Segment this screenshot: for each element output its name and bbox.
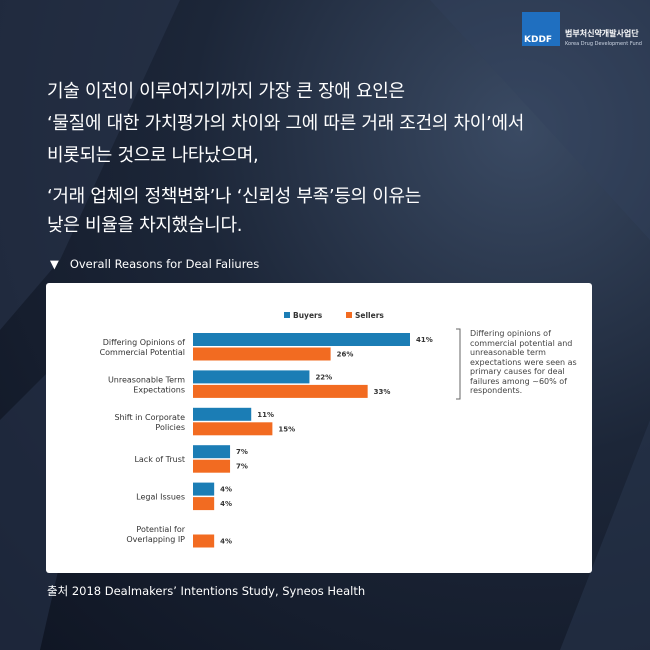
intro-line: 낮은 비율을 차지했습니다. <box>47 215 243 236</box>
category-label-line: Legal Issues <box>136 493 185 502</box>
value-label: 4% <box>220 486 232 494</box>
value-label: 7% <box>236 463 248 471</box>
category-label-line: Expectations <box>133 385 185 394</box>
value-label: 4% <box>220 538 232 546</box>
bar <box>193 482 215 496</box>
bar <box>193 333 410 346</box>
annotation: Differing opinions of commercial potenti… <box>470 329 577 395</box>
category-label-line: Potential for <box>136 525 185 534</box>
value-label: 4% <box>220 500 232 508</box>
category-label: Lack of Trust <box>134 455 185 464</box>
category-label: Legal Issues <box>136 493 185 502</box>
chart: Buyers Sellers Differing Opinions of Commer… <box>100 311 461 548</box>
section-label: ▼ Overall Reasons for Deal Faliures <box>50 257 260 271</box>
legend-swatch <box>346 312 352 318</box>
legend-swatch <box>284 312 290 318</box>
logo-mark <box>522 12 560 46</box>
bar <box>193 422 273 436</box>
org-name: 범부처신약개발사업단 <box>565 29 639 38</box>
category-label: Differing Opinions of Commercial Potentia… <box>100 338 186 357</box>
chart-card: Buyers Sellers Differing Opinions of Commer… <box>46 283 592 573</box>
category-label-line: Shift in Corporate <box>114 413 185 422</box>
value-label: 11% <box>257 411 274 419</box>
category-label: Potential for Overlapping IP <box>126 525 185 544</box>
category-label-line: Unreasonable Term <box>108 375 185 384</box>
org-name-en: Korea Drug Development Fund <box>565 41 642 47</box>
category-label-line: Commercial Potential <box>100 348 185 357</box>
value-label: 22% <box>315 373 332 381</box>
intro-line: ‘물질에 대한 가치평가의 차이와 그에 따른 거래 조건의 차이’에서 <box>47 113 524 134</box>
section-text: Overall Reasons for Deal Faliures <box>69 257 260 271</box>
bar <box>193 459 231 473</box>
intro-line: ‘거래 업체의 정책변화’나 ‘신뢰성 부족’등의 이유는 <box>47 186 421 207</box>
bar <box>193 445 231 459</box>
value-label: 33% <box>374 388 391 396</box>
category-label-line: Policies <box>155 423 185 432</box>
category-label: Unreasonable Term Expectations <box>108 375 185 394</box>
legend-label: Buyers <box>293 311 323 320</box>
legend-label: Sellers <box>355 311 384 320</box>
category-label-line: Lack of Trust <box>134 455 185 464</box>
value-label: 15% <box>278 425 295 433</box>
logo-text: KDDF <box>524 35 553 45</box>
category-label-line: Overlapping IP <box>126 535 185 544</box>
bar <box>193 384 368 398</box>
bar <box>193 534 215 548</box>
intro-line: 비롯되는 것으로 나타났으며, <box>47 145 259 166</box>
bar <box>193 497 215 511</box>
value-label: 26% <box>337 351 354 359</box>
annotation-bracket <box>456 328 461 400</box>
bar <box>193 407 252 421</box>
source: 출처 2018 Dealmakers’ Intentions Study, Sy… <box>47 584 366 598</box>
category-label: Shift in Corporate Policies <box>114 413 185 432</box>
intro-line: 기술 이전이 이루어지기까지 가장 큰 장애 요인은 <box>47 81 405 102</box>
bar <box>193 347 331 361</box>
value-label: 41% <box>416 336 433 344</box>
bar <box>193 370 310 384</box>
value-label: 7% <box>236 448 248 456</box>
category-label-line: Differing Opinions of <box>103 338 185 347</box>
